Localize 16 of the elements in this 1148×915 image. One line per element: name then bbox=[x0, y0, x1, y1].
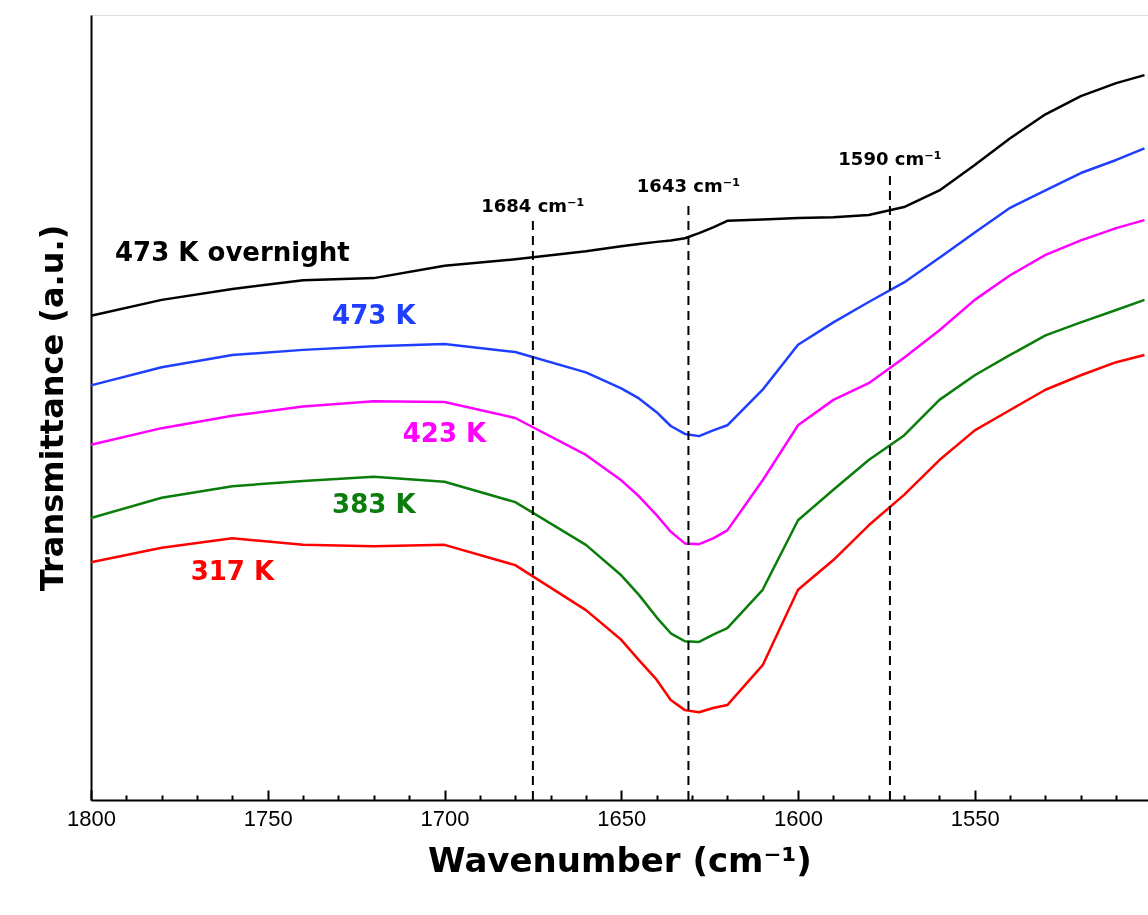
x-tick-label: 1750 bbox=[243, 805, 293, 831]
series-label: 317 K bbox=[190, 556, 275, 587]
y-axis-title: Transmittance (a.u.) bbox=[32, 224, 71, 592]
series-label: 383 K bbox=[332, 488, 417, 519]
series-label: 423 K bbox=[402, 418, 488, 449]
x-tick-label: 1800 bbox=[67, 805, 116, 831]
x-tick-label: 1700 bbox=[420, 805, 470, 831]
series-label: 473 K overnight bbox=[115, 236, 350, 267]
x-tick-label: 1550 bbox=[950, 805, 1000, 831]
x-axis-title: Wavenumber (cm⁻¹) bbox=[428, 839, 812, 880]
ref-line-label: 1643 cm⁻¹ bbox=[636, 174, 741, 196]
series-label: 473 K bbox=[332, 300, 417, 331]
x-tick-label: 1600 bbox=[774, 805, 823, 831]
ref-line-label: 1684 cm⁻¹ bbox=[481, 195, 585, 217]
ref-line-label: 1590 cm⁻¹ bbox=[838, 148, 942, 170]
x-tick-label: 1650 bbox=[597, 805, 647, 831]
